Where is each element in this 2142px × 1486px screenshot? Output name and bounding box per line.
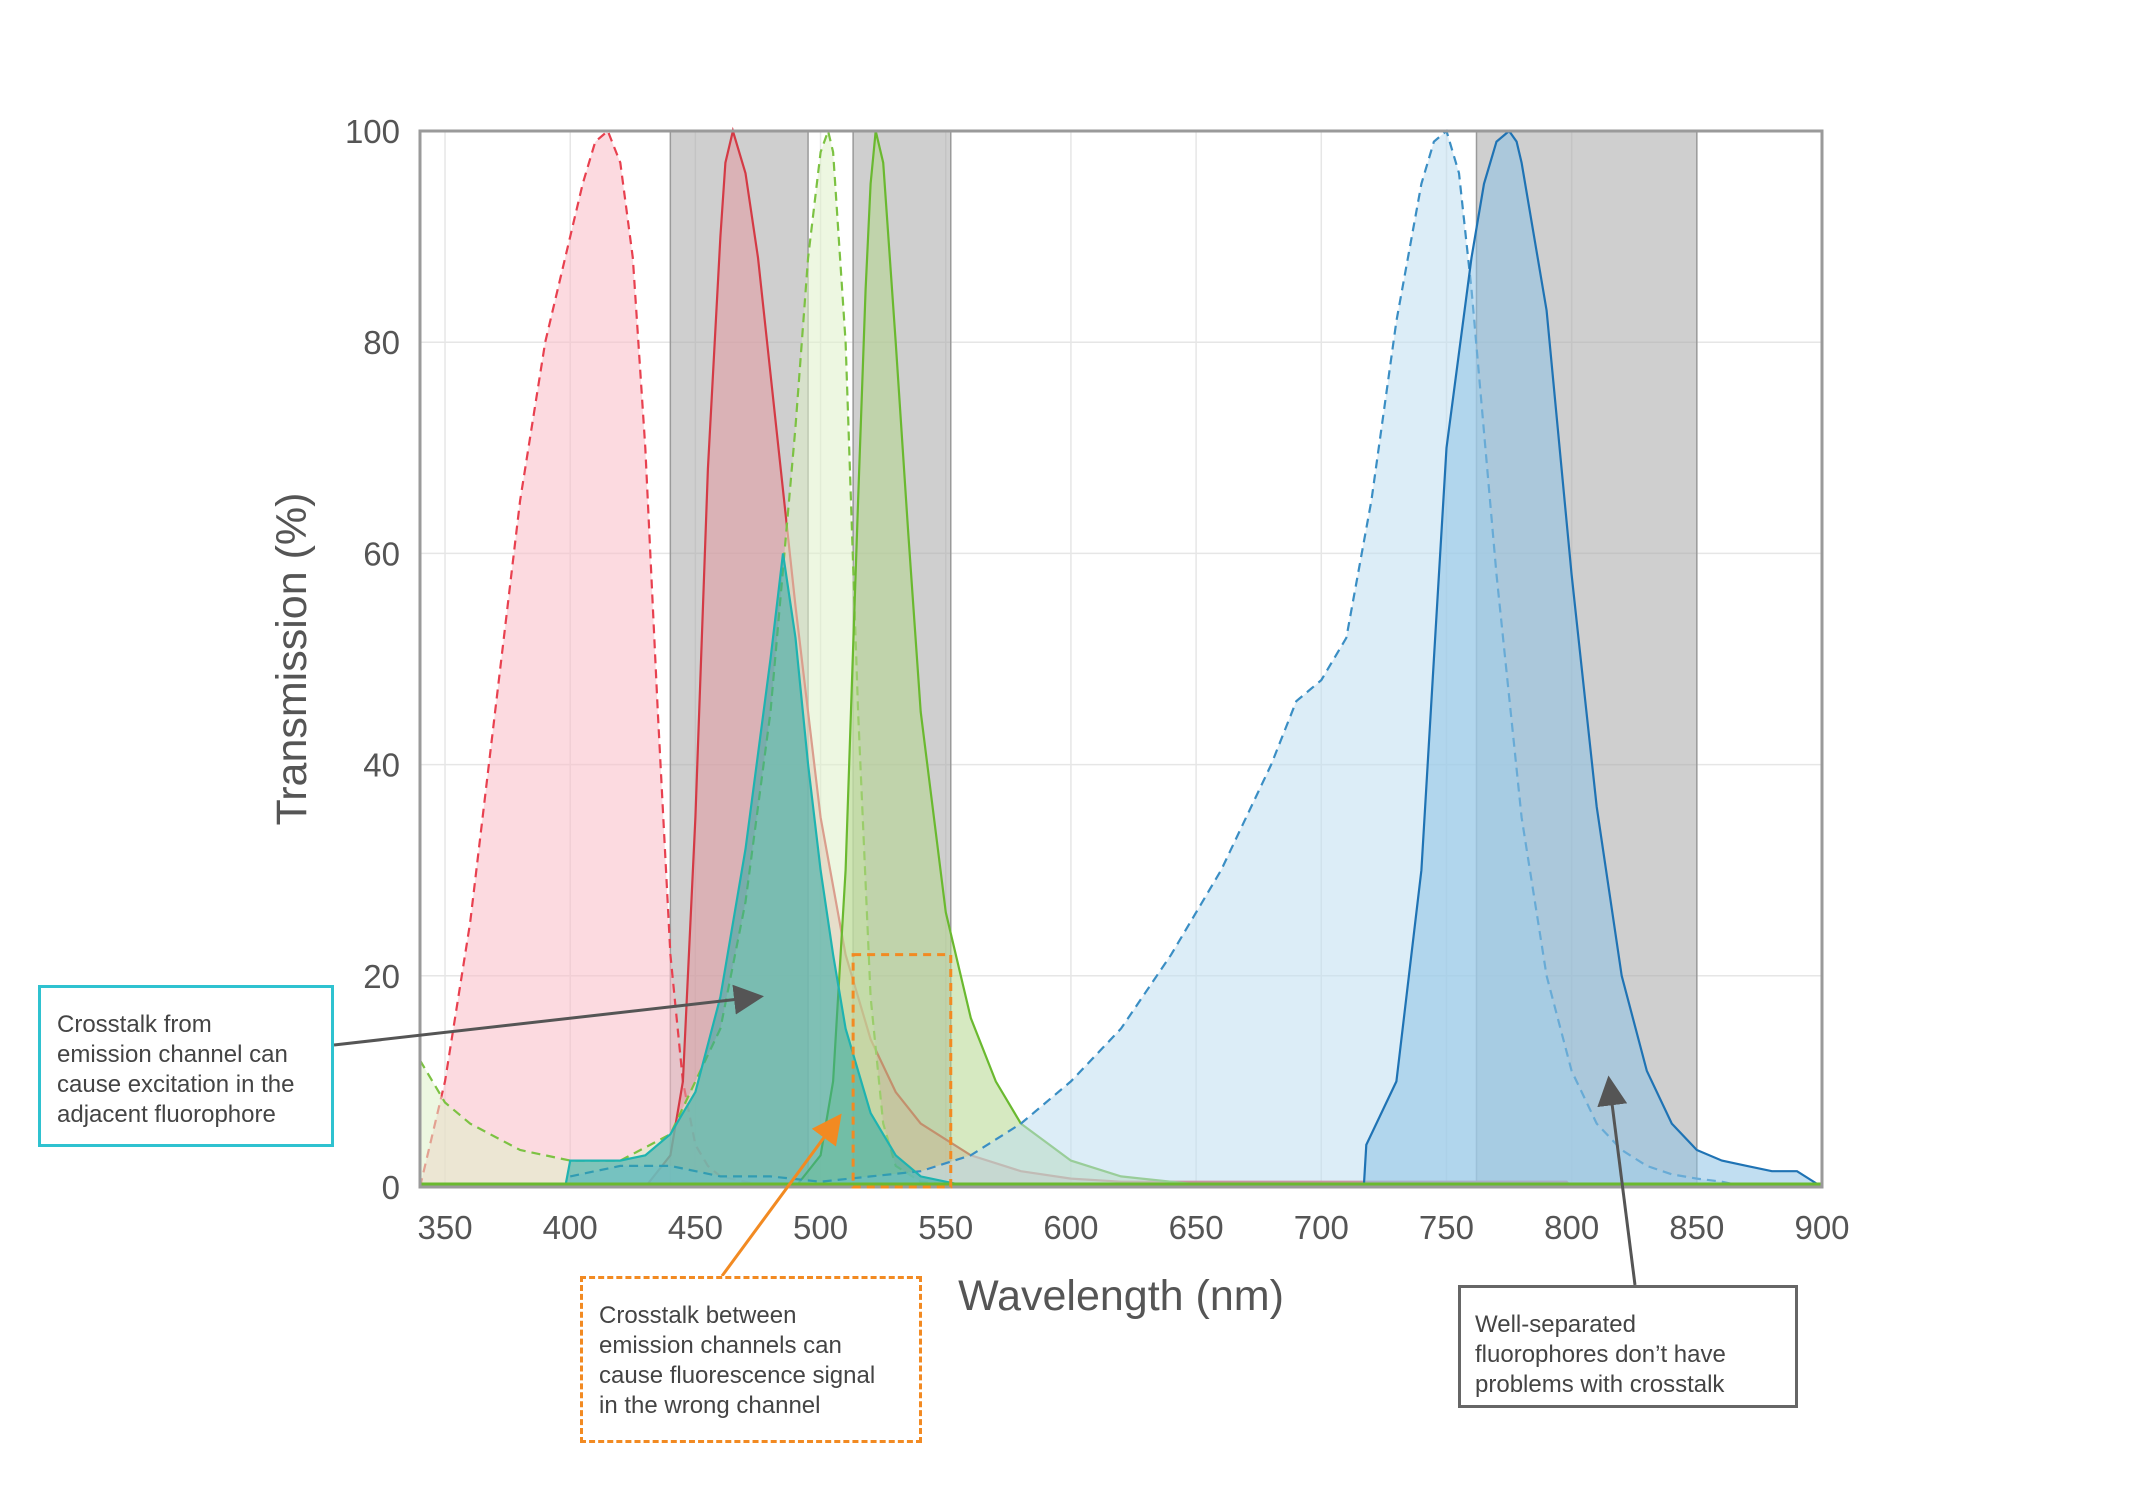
x-tick-label: 800	[1544, 1209, 1599, 1246]
spectrum-line	[1362, 129, 1823, 1188]
y-tick-label: 100	[345, 113, 400, 150]
spectrum-area	[420, 131, 771, 1187]
spectrum-area	[1363, 131, 1822, 1187]
y-tick-label: 20	[363, 958, 400, 995]
x-tick-label: 600	[1043, 1209, 1098, 1246]
annotation-arrow	[720, 1113, 842, 1277]
annotation-arrow	[1597, 1075, 1637, 1286]
spectrum-line	[418, 129, 771, 1189]
series-group	[418, 126, 1823, 1189]
callout-well-separated: Well-separated fluorophores don’t have p…	[1458, 1285, 1798, 1408]
plot-frame	[418, 129, 1824, 1189]
x-tick-label: 650	[1169, 1209, 1224, 1246]
x-tick-label: 350	[418, 1209, 473, 1246]
callout-excitation-crosstalk: Crosstalk from emission channel can caus…	[38, 985, 334, 1147]
x-tick-label: 400	[543, 1209, 598, 1246]
annotation-arrows	[333, 953, 1637, 1286]
x-axis-title: Wavelength (nm)	[958, 1272, 1284, 1320]
x-tick-label: 900	[1794, 1209, 1849, 1246]
spectrum-line	[564, 553, 972, 1189]
y-tick-label: 80	[363, 324, 400, 361]
x-tick-label: 450	[668, 1209, 723, 1246]
y-tick-label: 40	[363, 747, 400, 784]
crosstalk-highlight	[851, 953, 953, 1189]
spectrum-area	[795, 131, 1222, 1187]
y-tick-label: 0	[382, 1169, 400, 1206]
x-tick-label: 500	[793, 1209, 848, 1246]
x-tick-label: 850	[1669, 1209, 1724, 1246]
annotation-arrow	[333, 984, 764, 1047]
x-tick-label: 700	[1294, 1209, 1349, 1246]
axes: 350 400 450 500 550 600 650 700 750 800 850 900 0 20 4…	[268, 113, 1850, 1320]
spectrum-line	[569, 129, 1748, 1189]
x-tick-label: 750	[1419, 1209, 1474, 1246]
spectrum-area	[420, 131, 971, 1187]
x-tick-label: 550	[918, 1209, 973, 1246]
y-tick-label: 60	[363, 535, 400, 572]
callout-emission-crosstalk: Crosstalk between emission channels can …	[580, 1276, 922, 1443]
spectrum-area	[565, 553, 971, 1187]
y-axis-title: Transmission (%)	[268, 493, 316, 826]
